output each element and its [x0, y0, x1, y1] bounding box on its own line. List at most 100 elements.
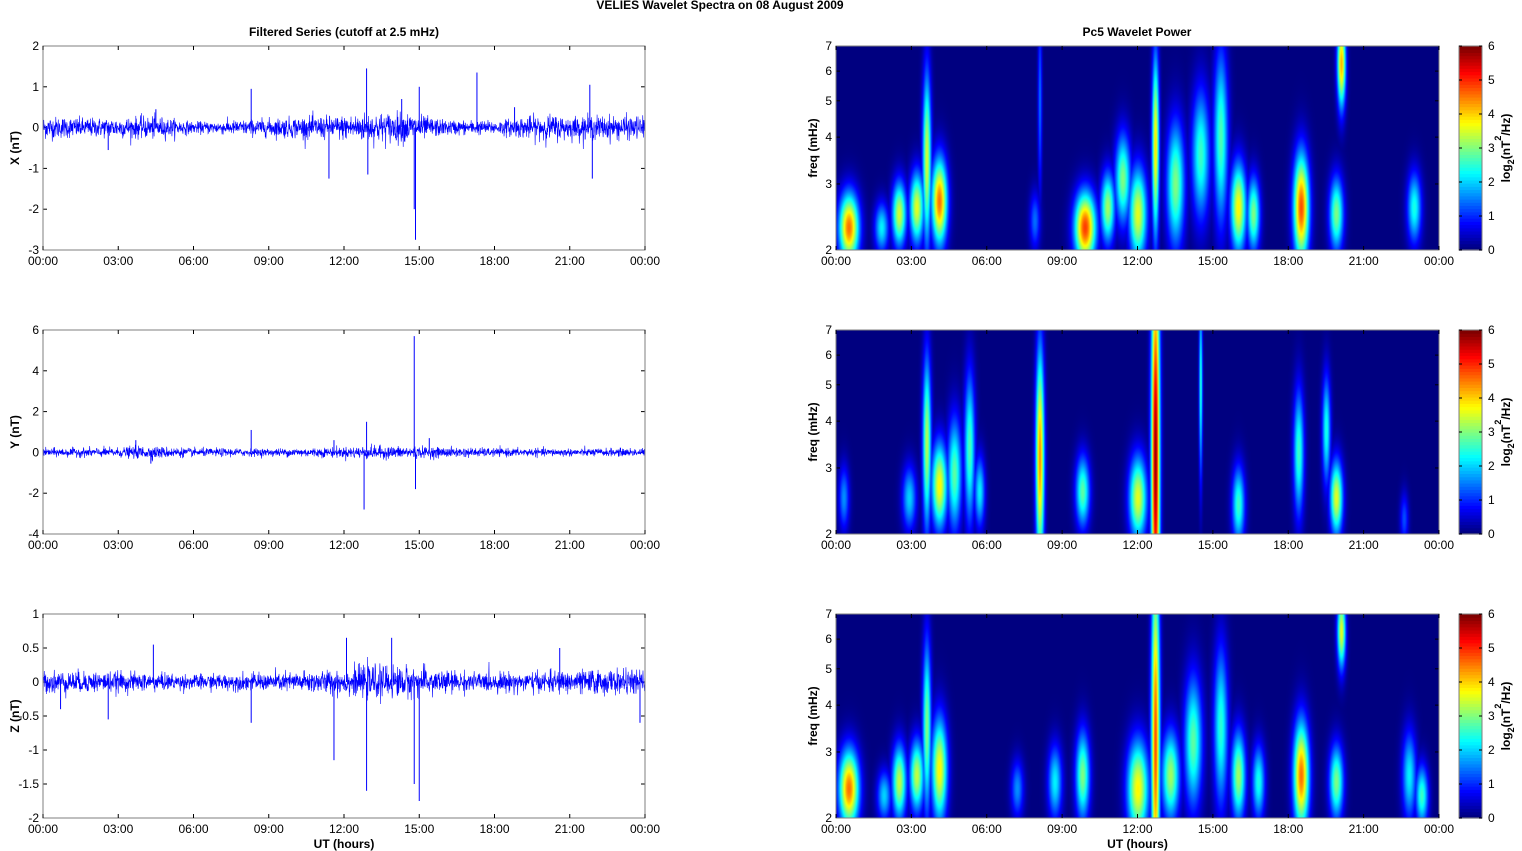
wavelet-y-y-tick-label: 4: [825, 414, 832, 428]
series-x-x-tick-label: 18:00: [479, 254, 509, 268]
series-y-y-tick-label: 6: [32, 323, 39, 337]
series-x-y-tick-label: 2: [32, 39, 39, 53]
wavelet-z-colorbar-tick-label: 5: [1488, 641, 1495, 655]
series-z-x-tick-label: 21:00: [555, 822, 585, 836]
wavelet-z-colorbar-label-part: 2: [1493, 704, 1503, 709]
wavelet-y-x-tick-label: 00:00: [821, 538, 851, 552]
wavelet-z-colorbar-step: [1459, 709, 1482, 714]
wavelet-z-y-tick-label: 7: [825, 607, 832, 621]
wavelet-y-colorbar-step: [1459, 435, 1482, 439]
wavelet-x-colorbar-label-part: 2: [1493, 136, 1503, 141]
wavelet-x-colorbar-tick-label: 2: [1488, 175, 1495, 189]
wavelet-y-colorbar-label-part: 2: [1493, 420, 1503, 425]
series-y-x-tick-label: 21:00: [555, 538, 585, 552]
wavelet-y-colorbar-step: [1459, 349, 1482, 353]
wavelet-x-colorbar-step: [1459, 157, 1482, 162]
wavelet-x-colorbar-tick-label: 0: [1488, 243, 1495, 257]
wavelet-x-y-tick-label: 6: [825, 64, 832, 78]
wavelet-y-y-label: freq (mHz): [806, 402, 820, 461]
wavelet-x-colorbar-step: [1459, 125, 1482, 130]
wavelet-x-colorbar-step: [1459, 65, 1482, 69]
wavelet-z-x-tick-label: 06:00: [972, 822, 1002, 836]
wavelet-x-colorbar-step: [1459, 176, 1482, 181]
series-x-y-tick-label: -3: [28, 243, 39, 257]
wavelet-x-colorbar-step: [1459, 100, 1482, 104]
series-x-x-tick-label: 15:00: [404, 254, 434, 268]
figure-suptitle: VELIES Wavelet Spectra on 08 August 2009: [596, 0, 844, 12]
wavelet-z-colorbar-step: [1459, 677, 1482, 682]
wavelet-z-colorbar-step: [1459, 655, 1482, 660]
wavelet-z-colorbar-step: [1459, 719, 1482, 723]
wavelet-y-colorbar-step: [1459, 438, 1482, 443]
series-y-x-tick-label: 12:00: [329, 538, 359, 552]
series-x-x-tick-label: 06:00: [178, 254, 208, 268]
wavelet-z-colorbar-tick-label: 2: [1488, 743, 1495, 757]
wavelet-y-colorbar-step: [1459, 409, 1482, 414]
wavelet-z-colorbar-step: [1459, 779, 1482, 784]
wavelet-x-colorbar-step: [1459, 116, 1482, 120]
wavelet-y-colorbar-step: [1459, 412, 1482, 417]
series-z-y-tick-label: 1: [32, 607, 39, 621]
wavelet-y-y-tick-label: 6: [825, 348, 832, 362]
wavelet-y-colorbar-step: [1459, 505, 1482, 510]
series-x-y-tick-label: 0: [32, 121, 39, 135]
wavelet-y-colorbar-tick-label: 1: [1488, 493, 1495, 507]
series-x-x-tick-label: 00:00: [630, 254, 660, 268]
wavelet-z-x-tick-label: 12:00: [1122, 822, 1152, 836]
wavelet-y-colorbar-step: [1459, 345, 1482, 350]
wavelet-y-x-tick-label: 03:00: [896, 538, 926, 552]
wavelet-z-colorbar-step: [1459, 789, 1482, 794]
series-y-x-tick-label: 00:00: [630, 538, 660, 552]
wavelet-y-colorbar-step: [1459, 342, 1482, 347]
wavelet-x-colorbar-step: [1459, 221, 1482, 226]
wavelet-z-colorbar-label-part: (nT: [1499, 708, 1513, 727]
wavelet-y-colorbar-step: [1459, 428, 1482, 433]
series-x-x-tick-label: 12:00: [329, 254, 359, 268]
series-x-y-tick-label: -1: [28, 161, 39, 175]
wavelet-z-colorbar-step: [1459, 620, 1482, 625]
wavelet-x-x-tick-label: 03:00: [896, 254, 926, 268]
wavelet-z-colorbar-step: [1459, 776, 1482, 781]
wavelet-x-colorbar-step: [1459, 237, 1482, 242]
wavelet-x-colorbar-step: [1459, 106, 1482, 111]
wavelet-y-colorbar-tick-label: 2: [1488, 459, 1495, 473]
wavelet-y-colorbar-label-part: log: [1499, 448, 1513, 466]
wavelet-y-y-tick-label: 2: [825, 527, 832, 541]
series-y-y-label: Y (nT): [8, 415, 22, 449]
wavelet-x-colorbar-step: [1459, 224, 1482, 229]
series-z-x-tick-label: 18:00: [479, 822, 509, 836]
wavelet-y-colorbar-step: [1459, 396, 1482, 401]
series-y-y-tick-label: -2: [28, 486, 39, 500]
wavelet-z-colorbar-tick-label: 4: [1488, 675, 1495, 689]
wavelet-z-colorbar-step: [1459, 652, 1482, 657]
wavelet-z-colorbar-step: [1459, 728, 1482, 733]
wavelet-z-colorbar-step: [1459, 661, 1482, 666]
wavelet-x-colorbar-step: [1459, 230, 1482, 235]
wavelet-y-colorbar-step: [1459, 486, 1482, 490]
wavelet-z-colorbar-step: [1459, 802, 1482, 806]
series-y-x-axis: 00:00 03:00 06:00 09:00 12:00 15:00 18:00 21:00…: [28, 330, 660, 552]
wavelet-x-colorbar-step: [1459, 97, 1482, 101]
wavelet-x-y-tick-label: 2: [825, 243, 832, 257]
wavelet-z-y-tick-label: 2: [825, 811, 832, 825]
wavelet-y-x-tick-label: 18:00: [1273, 538, 1303, 552]
wavelet-z-y-tick-label: 5: [825, 662, 832, 676]
wavelet-z-colorbar-step: [1459, 645, 1482, 650]
wavelet-x-colorbar-step: [1459, 71, 1482, 76]
wavelet-x-colorbar-step: [1459, 74, 1482, 79]
wavelet-y-colorbar-step: [1459, 524, 1482, 529]
wavelet-y-colorbar-step: [1459, 495, 1482, 500]
series-y-y-tick-label: -4: [28, 527, 39, 541]
wavelet-z-colorbar-step: [1459, 629, 1482, 634]
wavelet-x-colorbar-step: [1459, 208, 1482, 213]
wavelet-z-colorbar-step: [1459, 735, 1482, 739]
panels-layer: -3 -2 -1 0 1 2 X (nT) 00:00 03:00 06:00 09:00 12:00…: [8, 39, 1516, 851]
wavelet-z-x-tick-label: 00:00: [1424, 822, 1454, 836]
wavelet-x-colorbar-label-part: 2: [1506, 159, 1516, 164]
wavelet-x-colorbar-step: [1459, 163, 1482, 168]
wavelet-z-colorbar-step: [1459, 798, 1482, 803]
wavelet-x-x-axis: 00:00 03:00 06:00 09:00 12:00 15:00 18:00 21:00…: [821, 46, 1454, 268]
